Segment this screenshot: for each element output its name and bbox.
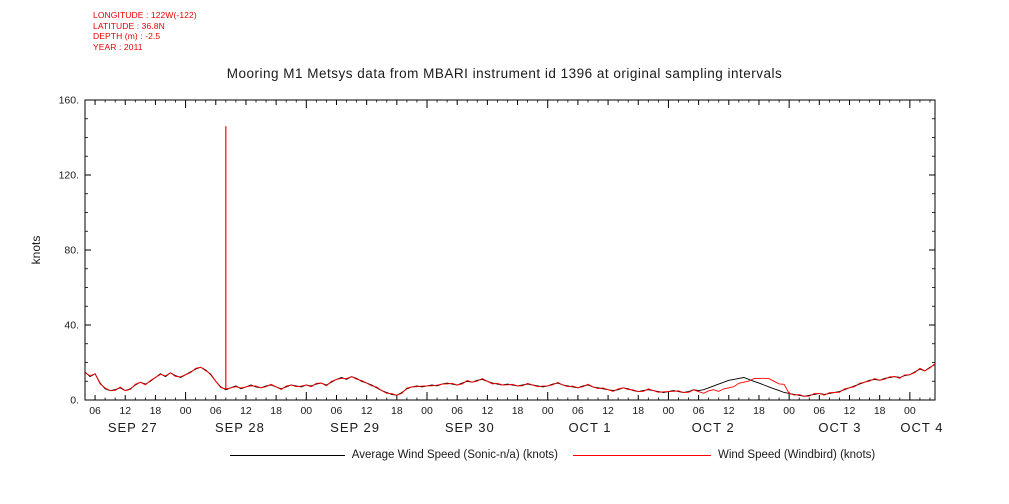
x-date-label: OCT 2 [692,420,735,435]
x-tick-label: 18 [270,405,282,417]
x-date-label: SEP 28 [215,420,265,435]
x-tick-label: 06 [451,405,463,417]
x-tick-label: 00 [663,405,675,417]
x-tick-label: 18 [632,405,644,417]
legend-line-windbird [573,454,711,456]
chart-legend: Average Wind Speed (Sonic-n/a) (knots) W… [0,449,1009,461]
x-tick-label: 00 [180,405,192,417]
y-tick-label: 80. [64,245,79,257]
x-tick-label: 00 [542,405,554,417]
metadata-latitude: LATITUDE : 36.8N [93,20,165,31]
x-date-label: SEP 27 [108,420,158,435]
x-tick-label: 18 [150,405,162,417]
series-line-sonic [84,364,936,397]
x-tick-label: 12 [240,405,252,417]
x-tick-label: 00 [783,405,795,417]
x-tick-label: 18 [512,405,524,417]
y-tick-label: 120. [59,170,79,182]
plot-frame [84,99,936,401]
chart-title: Mooring M1 Metsys data from MBARI instru… [226,66,783,81]
x-tick-label: 06 [89,405,101,417]
legend-label-sonic: Average Wind Speed (Sonic-n/a) (knots) [351,449,558,461]
x-date-label: OCT 1 [568,420,611,435]
legend-line-sonic [229,454,345,456]
x-date-label: OCT 3 [818,420,861,435]
y-tick-label: 40. [64,320,79,332]
x-tick-label: 18 [874,405,886,417]
metadata-block: LONGITUDE : 122W(-122) LATITUDE : 36.8N … [93,10,197,52]
x-tick-label: 12 [361,405,373,417]
x-tick-label: 06 [693,405,705,417]
metadata-depth: DEPTH (m) : -2.5 [93,31,161,41]
x-tick-label: 12 [723,405,735,417]
x-tick-label: 06 [331,405,343,417]
metadata-year: YEAR : 2011 [93,41,143,52]
x-tick-label: 06 [813,405,825,417]
y-tick-label: 0. [70,395,79,407]
x-tick-label: 18 [753,405,765,417]
x-tick-label: 00 [904,405,916,417]
x-tick-label: 12 [119,405,131,417]
series-line-windbird [84,363,936,397]
x-tick-label: 00 [300,405,312,417]
x-date-label: OCT 4 [900,420,943,435]
x-tick-label: 00 [421,405,433,417]
y-tick-label: 160. [59,95,79,107]
x-tick-label: 18 [391,405,403,417]
x-date-label: SEP 30 [445,420,495,435]
x-date-label: SEP 29 [330,420,380,435]
x-tick-label: 12 [482,405,494,417]
legend-label-windbird: Wind Speed (Windbird) (knots) [718,449,876,461]
x-tick-label: 12 [844,405,856,417]
x-tick-label: 12 [602,405,614,417]
x-tick-label: 06 [210,405,222,417]
x-tick-label: 06 [572,405,584,417]
metadata-longitude: LONGITUDE : 122W(-122) [93,10,197,20]
